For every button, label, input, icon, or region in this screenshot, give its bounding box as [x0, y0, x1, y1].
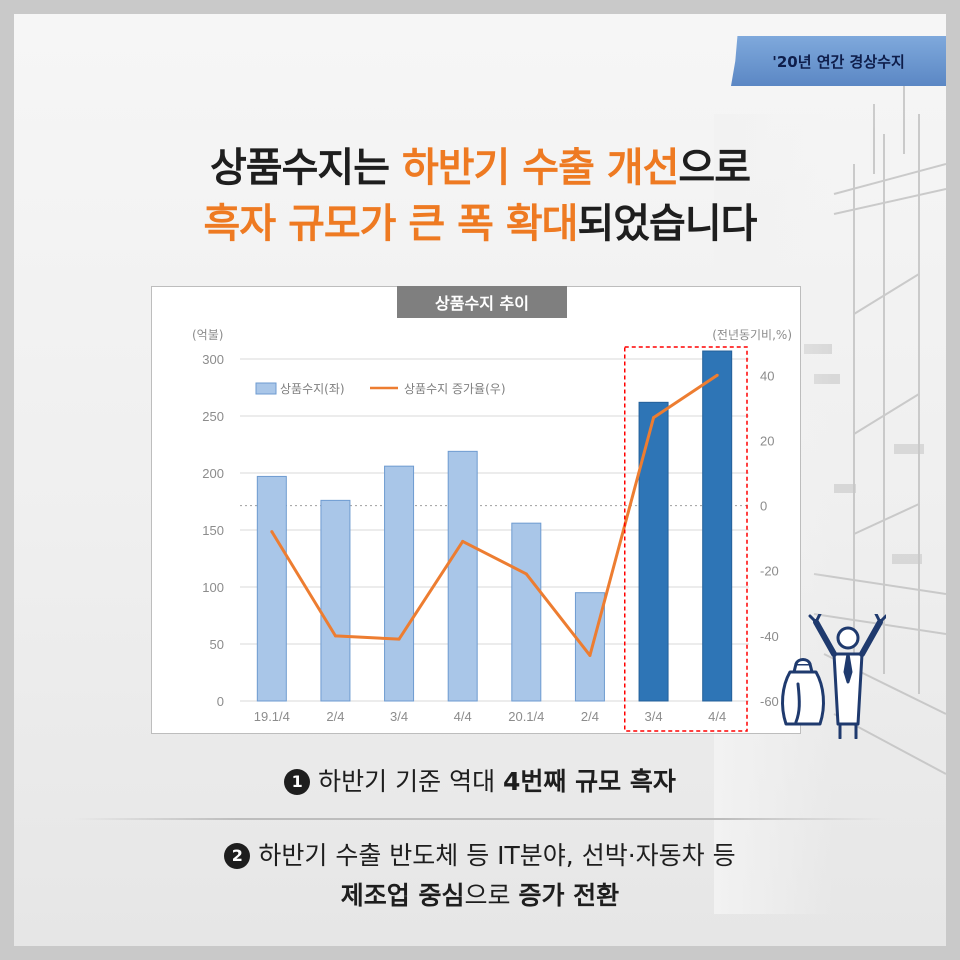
key-point-1: 1 하반기 기준 역대 4번째 규모 흑자	[14, 762, 946, 802]
y-tick-label-left: 100	[202, 580, 224, 595]
y-tick-label-right: 40	[760, 368, 774, 383]
key-point-2: 2 하반기 수출 반도체 등 IT분야, 선박·자동차 등 제조업 중심으로 증가…	[14, 836, 946, 916]
chart-panel: 0 50 100 150 200 250 300 -60 -40 -20 0 20 40 (억불) (전년동…	[151, 286, 801, 734]
line-point	[270, 530, 274, 534]
y-axis-label-left: (억불)	[192, 328, 223, 342]
y-tick-label-left: 50	[210, 637, 224, 652]
x-tick-label: 2/4	[581, 709, 599, 724]
key-point-text: 하반기 수출 반도체 등 IT분야, 선박·자동차 등	[258, 841, 736, 870]
legend-swatch-bar	[255, 382, 277, 395]
y-tick-label-left: 250	[202, 409, 224, 424]
period-badge: '20년 연간 경상수지	[731, 36, 946, 86]
line-point	[333, 634, 337, 638]
divider	[74, 818, 886, 820]
headline-text: 으로	[678, 145, 751, 191]
headline-line-1: 상품수지는 하반기 수출 개선으로	[14, 140, 946, 196]
bar	[320, 499, 351, 702]
number-badge-2: 2	[224, 843, 251, 869]
bar	[511, 522, 542, 702]
card: '20년 연간 경상수지 상품수지는 하반기 수출 개선으로 흑자 규모가 큰 …	[14, 14, 946, 946]
bar	[702, 350, 733, 702]
legend-label-line: 상품수지 증가율(우)	[404, 382, 506, 396]
line-point	[715, 373, 719, 377]
x-tick-label: 3/4	[390, 709, 408, 724]
y-tick-label-left: 300	[202, 352, 224, 367]
key-point-emphasis: 제조업 중심	[340, 881, 465, 910]
x-tick-label: 20.1/4	[508, 709, 544, 724]
line-point	[652, 416, 656, 420]
period-badge-label: '20년 연간 경상수지	[772, 52, 905, 71]
bar	[638, 401, 669, 702]
chart-title: 상품수지 추이	[397, 286, 567, 318]
bar	[256, 475, 287, 702]
headline: 상품수지는 하반기 수출 개선으로 흑자 규모가 큰 폭 확대되었습니다	[14, 140, 946, 252]
y-tick-label-left: 150	[202, 523, 224, 538]
y-tick-label-right: -60	[760, 694, 779, 709]
headline-text: 상품수지는	[210, 145, 402, 191]
goods-balance-chart: 0 50 100 150 200 250 300 -60 -40 -20 0 20 40 (억불) (전년동…	[192, 328, 792, 732]
number-badge-1: 1	[284, 769, 311, 795]
y-tick-label-right: 0	[760, 499, 767, 514]
legend-label-bar: 상품수지(좌)	[280, 382, 345, 396]
y-tick-label-right: -20	[760, 564, 779, 579]
bar	[447, 450, 478, 702]
line-point	[588, 653, 592, 657]
growth-rate-line	[270, 374, 719, 657]
line-point	[397, 637, 401, 641]
key-point-emphasis: 4번째 규모 흑자	[503, 767, 676, 796]
x-tick-label: 19.1/4	[254, 709, 290, 724]
x-tick-label: 4/4	[454, 709, 472, 724]
line-point	[461, 539, 465, 543]
y-axis-label-right: (전년동기비,%)	[712, 328, 792, 342]
y-tick-label-right: 20	[760, 433, 774, 448]
highlight-box	[624, 346, 748, 732]
cheering-businessman-icon	[781, 614, 886, 739]
x-tick-label: 3/4	[645, 709, 663, 724]
key-point-text: 으로	[464, 881, 519, 910]
headline-highlight: 흑자 규모가 큰 폭 확대	[203, 201, 579, 247]
headline-text: 되었습니다	[577, 201, 757, 247]
key-point-text: 하반기 기준 역대	[318, 767, 504, 796]
y-tick-label-left: 0	[217, 694, 224, 709]
x-tick-label: 2/4	[326, 709, 344, 724]
x-tick-label: 4/4	[708, 709, 726, 724]
headline-highlight: 하반기 수출 개선	[401, 145, 679, 191]
headline-line-2: 흑자 규모가 큰 폭 확대되었습니다	[14, 196, 946, 252]
key-point-emphasis: 증가 전환	[518, 881, 620, 910]
bar	[384, 465, 415, 702]
bar	[574, 592, 605, 702]
y-tick-label-left: 200	[202, 466, 224, 481]
y-tick-label-right: -40	[760, 629, 779, 644]
line-point	[524, 572, 528, 576]
